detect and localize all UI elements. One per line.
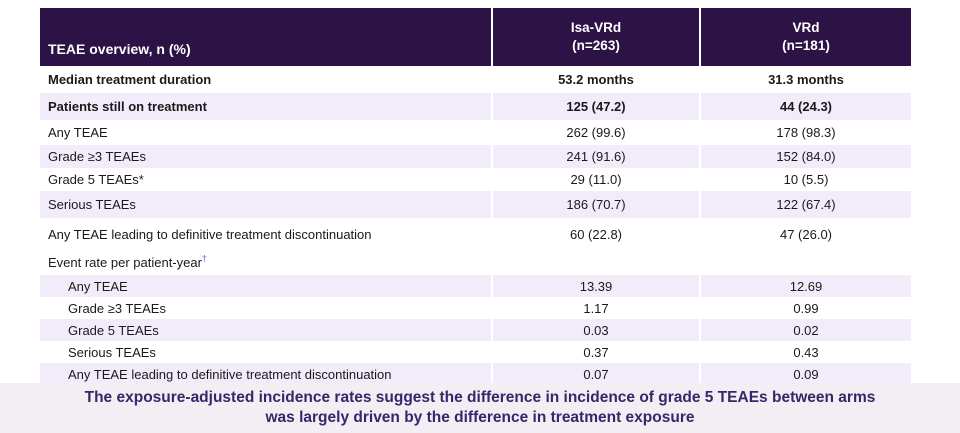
- vrd-value: 178 (98.3): [699, 120, 911, 145]
- dagger-superscript: †: [201, 253, 207, 264]
- header-isa-vrd: Isa-VRd (n=263): [491, 8, 700, 66]
- row-label: Patients still on treatment: [40, 93, 492, 120]
- row-label: Any TEAE: [48, 125, 108, 140]
- table-row: Grade 5 TEAEs 0.03 0.02: [40, 319, 911, 341]
- isa-vrd-value: 29 (11.0): [491, 168, 700, 191]
- row-label: Grade 5 TEAEs*: [48, 172, 144, 187]
- row-label: Grade ≥3 TEAEs: [40, 145, 492, 168]
- header-isa-vrd-n: (n=263): [572, 38, 620, 53]
- isa-vrd-value: 53.2 months: [491, 66, 700, 93]
- isa-vrd-value: 262 (99.6): [491, 120, 700, 145]
- table-row: Any TEAE 13.39 12.69: [40, 275, 911, 297]
- row-label: Serious TEAEs: [68, 344, 156, 360]
- table-row: Any TEAE leading to definitive treatment…: [40, 218, 911, 250]
- table-row: Grade ≥3 TEAEs 1.17 0.99: [40, 297, 911, 319]
- row-label: Any TEAE leading to definitive treatment…: [40, 363, 492, 385]
- header-vrd-n: (n=181): [782, 38, 830, 53]
- isa-vrd-value: [491, 250, 700, 275]
- row-label: Grade ≥3 TEAEs: [68, 300, 166, 316]
- vrd-value: 0.09: [699, 363, 911, 385]
- table-row: Serious TEAEs 0.37 0.43: [40, 341, 911, 363]
- row-label: Any TEAE leading to definitive treatment…: [48, 226, 372, 242]
- header-vrd-name: VRd: [792, 20, 820, 36]
- isa-vrd-value: 60 (22.8): [491, 218, 700, 250]
- row-label: Grade 5 TEAEs: [40, 319, 492, 341]
- vrd-value: 152 (84.0): [699, 145, 911, 168]
- isa-vrd-value: 186 (70.7): [491, 191, 700, 218]
- conclusion-line-1: The exposure-adjusted incidence rates su…: [84, 388, 876, 406]
- isa-vrd-value: 241 (91.6): [491, 145, 700, 168]
- isa-vrd-value: 125 (47.2): [491, 93, 700, 120]
- header-teae-overview-label: TEAE overview, n (%): [48, 41, 191, 57]
- vrd-value: 12.69: [699, 275, 911, 297]
- header-teae-overview: TEAE overview, n (%): [40, 8, 492, 66]
- vrd-value: 0.02: [699, 319, 911, 341]
- conclusion-line-2: was largely driven by the difference in …: [265, 409, 695, 426]
- vrd-value: 31.3 months: [699, 66, 911, 93]
- table-row: Median treatment duration 53.2 months 31.3…: [40, 66, 911, 93]
- row-label: Serious TEAEs: [40, 191, 492, 218]
- vrd-value: 122 (67.4): [699, 191, 911, 218]
- header-vrd: VRd (n=181): [699, 8, 911, 66]
- isa-vrd-value: 0.03: [491, 319, 700, 341]
- row-label: Any TEAE: [40, 275, 492, 297]
- teae-overview-table: TEAE overview, n (%) Isa-VRd (n=263) VRd…: [40, 8, 911, 385]
- table-row: Patients still on treatment 125 (47.2) 44 …: [40, 93, 911, 120]
- isa-vrd-value: 0.07: [491, 363, 700, 385]
- vrd-value: 0.99: [699, 297, 911, 319]
- table-row: Event rate per patient-year†: [40, 250, 911, 275]
- table-row: Grade ≥3 TEAEs 241 (91.6) 152 (84.0): [40, 145, 911, 168]
- header-isa-vrd-name: Isa-VRd: [570, 20, 622, 36]
- row-label: Event rate per patient-year†: [48, 253, 207, 270]
- conclusion-banner: The exposure-adjusted incidence rates su…: [0, 383, 960, 433]
- vrd-value: [699, 250, 911, 275]
- vrd-value: 0.43: [699, 341, 911, 363]
- vrd-value: 10 (5.5): [699, 168, 911, 191]
- table-row: Any TEAE 262 (99.6) 178 (98.3): [40, 120, 911, 145]
- vrd-value: 47 (26.0): [699, 218, 911, 250]
- row-label: Median treatment duration: [48, 72, 212, 87]
- table-row: Grade 5 TEAEs* 29 (11.0) 10 (5.5): [40, 168, 911, 191]
- table-row: Any TEAE leading to definitive treatment…: [40, 363, 911, 385]
- header-row: TEAE overview, n (%) Isa-VRd (n=263) VRd…: [40, 8, 911, 66]
- table-row: Serious TEAEs 186 (70.7) 122 (67.4): [40, 191, 911, 218]
- table-body: Median treatment duration 53.2 months 31.3…: [40, 66, 911, 385]
- isa-vrd-value: 1.17: [491, 297, 700, 319]
- table-header: TEAE overview, n (%) Isa-VRd (n=263) VRd…: [40, 8, 911, 66]
- isa-vrd-value: 0.37: [491, 341, 700, 363]
- vrd-value: 44 (24.3): [699, 93, 911, 120]
- isa-vrd-value: 13.39: [491, 275, 700, 297]
